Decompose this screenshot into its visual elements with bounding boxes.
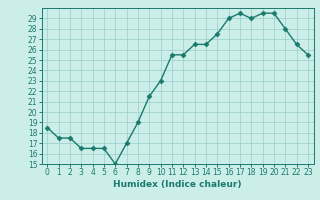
X-axis label: Humidex (Indice chaleur): Humidex (Indice chaleur)	[113, 180, 242, 189]
